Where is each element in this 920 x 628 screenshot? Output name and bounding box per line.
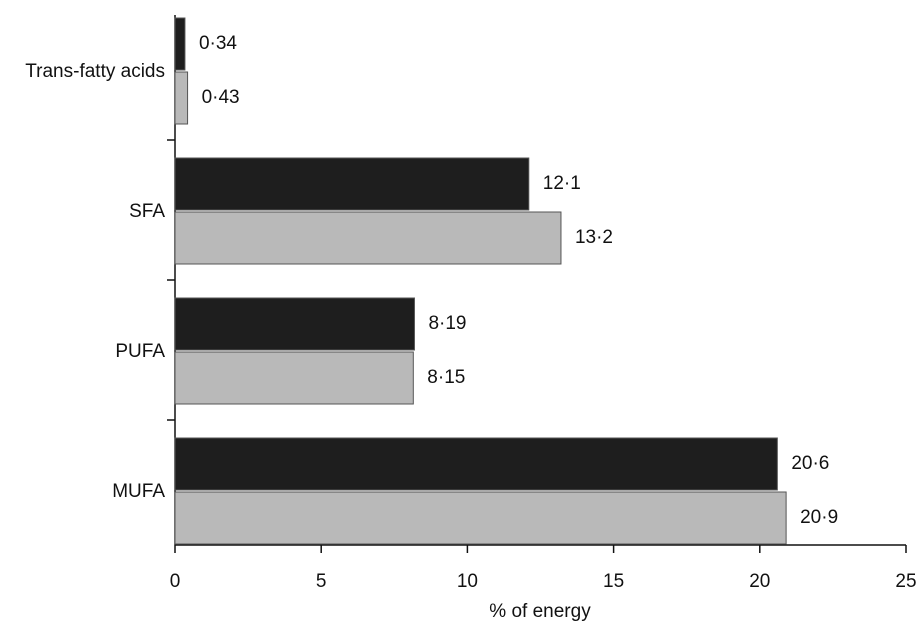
x-axis-title: % of energy xyxy=(489,601,591,622)
x-tick-label: 0 xyxy=(170,571,181,592)
x-tick-label: 10 xyxy=(457,571,478,592)
value-label: 13·2 xyxy=(575,227,613,248)
bar xyxy=(174,351,414,405)
y-tick-label: SFA xyxy=(129,201,165,222)
bar xyxy=(174,71,189,125)
value-label: 0·43 xyxy=(202,87,240,108)
y-tick-label: Trans-fatty acids xyxy=(25,61,165,82)
bar xyxy=(174,437,778,491)
value-label: 8·15 xyxy=(427,367,465,388)
x-tick-label: 20 xyxy=(749,571,770,592)
bar xyxy=(174,297,415,351)
bar xyxy=(174,17,186,71)
bar xyxy=(174,157,530,211)
value-label: 0·34 xyxy=(199,33,237,54)
x-tick-label: 5 xyxy=(316,571,327,592)
x-tick-label: 25 xyxy=(895,571,916,592)
value-label: 20·6 xyxy=(791,453,829,474)
value-label: 12·1 xyxy=(543,173,581,194)
y-tick-label: PUFA xyxy=(115,341,165,362)
y-tick-label: MUFA xyxy=(112,481,165,502)
bar xyxy=(174,491,787,545)
value-label: 8·19 xyxy=(428,313,466,334)
bar xyxy=(174,211,562,265)
value-label: 20·9 xyxy=(800,507,838,528)
x-tick-label: 15 xyxy=(603,571,624,592)
